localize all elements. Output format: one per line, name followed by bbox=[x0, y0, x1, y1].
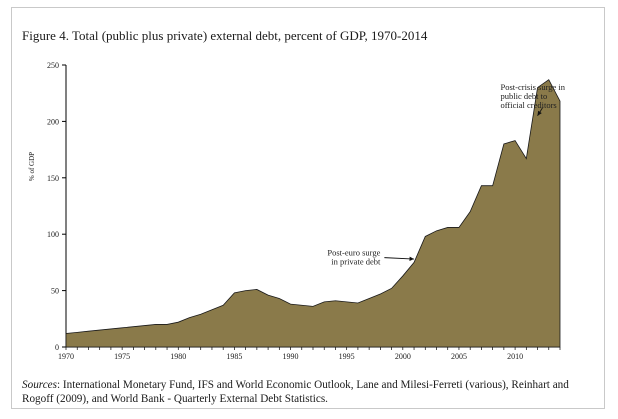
x-tick-label: 1995 bbox=[339, 352, 355, 361]
y-axis-label: % of GDP bbox=[28, 152, 36, 181]
x-tick-label: 1970 bbox=[58, 352, 74, 361]
annotation-text: Post-crisis surge in bbox=[500, 82, 565, 92]
sources-lead: Sources bbox=[22, 379, 58, 391]
y-tick-label: 0 bbox=[55, 343, 59, 352]
x-tick-label: 2000 bbox=[395, 352, 411, 361]
axes: 0 50 100 150 200 250 1970 1975 1980 1985 1990 1995 2… bbox=[28, 61, 561, 361]
sources-text: : International Monetary Fund, IFS and W… bbox=[22, 379, 569, 405]
annotation-arrowhead bbox=[409, 256, 415, 261]
y-tick-label: 100 bbox=[47, 230, 59, 239]
sources-note: Sources: International Monetary Fund, IF… bbox=[22, 378, 597, 406]
annotation-arrowhead bbox=[537, 110, 542, 116]
x-tick-label: 1990 bbox=[283, 352, 299, 361]
annotation-arrow bbox=[384, 257, 415, 260]
x-tick-label: 1980 bbox=[170, 352, 186, 361]
chart-title: Figure 4. Total (public plus private) ex… bbox=[22, 28, 428, 43]
x-tick-label: 2005 bbox=[451, 352, 467, 361]
x-tick-label: 2010 bbox=[507, 352, 523, 361]
x-tick-label: 1985 bbox=[226, 352, 242, 361]
y-tick-label: 150 bbox=[47, 174, 59, 183]
x-tick-label: 1975 bbox=[114, 352, 130, 361]
y-tick-label: 200 bbox=[47, 117, 59, 126]
annotation-text: Post-euro surge bbox=[327, 248, 380, 258]
annotation-text: public debt to bbox=[500, 91, 547, 101]
annotation-text: official creditors bbox=[500, 100, 556, 110]
annotation-text: in private debt bbox=[331, 257, 381, 267]
series-area bbox=[65, 79, 561, 348]
y-tick-label: 50 bbox=[51, 287, 59, 296]
plot-area bbox=[65, 79, 561, 348]
y-tick-label: 250 bbox=[47, 61, 59, 70]
